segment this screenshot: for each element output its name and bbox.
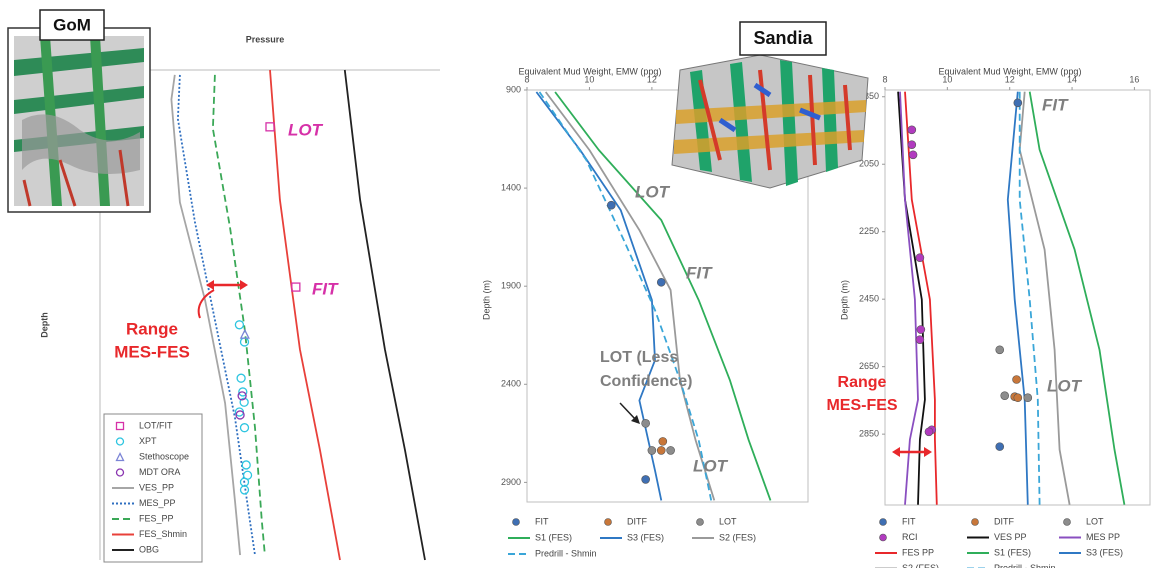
y-tick-label: 2450 (859, 294, 879, 304)
y-axis-label: Depth (m) (481, 280, 491, 320)
legend-label: S1 (FES) (535, 532, 572, 542)
inset-label: Sandia (753, 28, 813, 48)
annotation: FIT (1042, 95, 1069, 114)
legend-label: FIT (902, 516, 916, 526)
legend-label: S3 (FES) (1086, 547, 1123, 557)
marker (908, 141, 916, 149)
y-tick-label: 900 (506, 84, 521, 94)
figure: Pressure Depth LOT/FIT XPT Stethoscope MDT OR… (0, 0, 1157, 568)
legend-label: FES_Shmin (139, 529, 187, 539)
x-axis-label: Equivalent Mud Weight, EMW (ppg) (519, 66, 662, 76)
legend-label: Predrill - Shmin (994, 563, 1056, 568)
legend-marker (697, 519, 704, 526)
marker (925, 428, 933, 436)
marker (1001, 392, 1009, 400)
legend-label: LOT (1086, 516, 1104, 526)
x-axis-label: Equivalent Mud Weight, EMW (ppg) (939, 66, 1082, 76)
annotation: FIT (686, 263, 713, 282)
annotation: LOT (635, 182, 671, 201)
marker (642, 475, 650, 483)
marker (642, 419, 650, 427)
annotation: MES-FES (114, 342, 190, 361)
legend-label: MES PP (1086, 532, 1120, 542)
page: {"chart_data": [ {"type": "line", "inset… (0, 0, 1157, 568)
legend-label: FIT (535, 516, 549, 526)
legend-marker (605, 519, 612, 526)
marker (996, 346, 1004, 354)
y-tick-label: 2650 (859, 361, 879, 371)
marker (908, 126, 916, 134)
legend-label: OBG (139, 544, 159, 554)
legend-marker (513, 519, 520, 526)
legend-label: FES PP (902, 547, 934, 557)
marker (1013, 375, 1021, 383)
marker (648, 446, 656, 454)
legend-label: S3 (FES) (627, 532, 664, 542)
inset-label: GoM (53, 15, 91, 34)
marker (1014, 394, 1022, 402)
legend-label: MES_PP (139, 498, 176, 508)
annotation: Range (838, 374, 887, 391)
marker (916, 336, 924, 344)
y-tick-label: 1400 (501, 182, 521, 192)
annotation: Range (126, 319, 178, 338)
legend-marker (880, 519, 887, 526)
legend-label: LOT (719, 516, 737, 526)
legend-label: DITF (994, 516, 1014, 526)
y-tick-label: 1900 (501, 281, 521, 291)
legend-label: XPT (139, 436, 157, 446)
marker (657, 278, 665, 286)
y-tick-label: 2850 (859, 429, 879, 439)
legend-label: DITF (627, 516, 647, 526)
marker (996, 443, 1004, 451)
legend-marker (880, 534, 887, 541)
annotation: Confidence) (600, 373, 692, 390)
marker (916, 254, 924, 262)
y-tick-label: 2900 (501, 477, 521, 487)
annotation: LOT (1047, 376, 1083, 395)
marker (1014, 99, 1022, 107)
x-tick-label: 8 (882, 74, 887, 84)
marker (607, 201, 615, 209)
legend-label: Predrill - Shmin (535, 548, 597, 558)
legend-label: S1 (FES) (994, 547, 1031, 557)
legend-label: S2 (FES) (719, 532, 756, 542)
y-axis-label: Depth (39, 312, 49, 338)
legend-label: VES PP (994, 532, 1027, 542)
marker (659, 437, 667, 445)
marker (909, 151, 917, 159)
marker (657, 446, 665, 454)
annotation: LOT (693, 456, 729, 475)
legend-label: FES_PP (139, 513, 174, 523)
y-tick-label: 2250 (859, 226, 879, 236)
gom-inset: GoM (8, 10, 150, 212)
legend-label: S2 (FES) (902, 563, 939, 568)
annotation: MES-FES (826, 397, 897, 414)
y-tick-label: 2400 (501, 379, 521, 389)
x-tick-label: 16 (1129, 74, 1139, 84)
legend-label: VES_PP (139, 482, 174, 492)
marker (917, 326, 925, 334)
annotation: LOT (Less (600, 349, 678, 366)
legend-label: RCI (902, 532, 918, 542)
legend-label: LOT/FIT (139, 420, 173, 430)
annotation: FIT (312, 279, 339, 298)
marker (667, 446, 675, 454)
legend-marker (1064, 519, 1071, 526)
legend-label: Stethoscope (139, 451, 189, 461)
x-axis-label: Pressure (246, 34, 285, 44)
legend-marker (972, 519, 979, 526)
legend-label: MDT ORA (139, 467, 180, 477)
marker (1024, 394, 1032, 402)
y-axis-label: Depth (m) (839, 280, 849, 320)
annotation: LOT (288, 120, 324, 139)
